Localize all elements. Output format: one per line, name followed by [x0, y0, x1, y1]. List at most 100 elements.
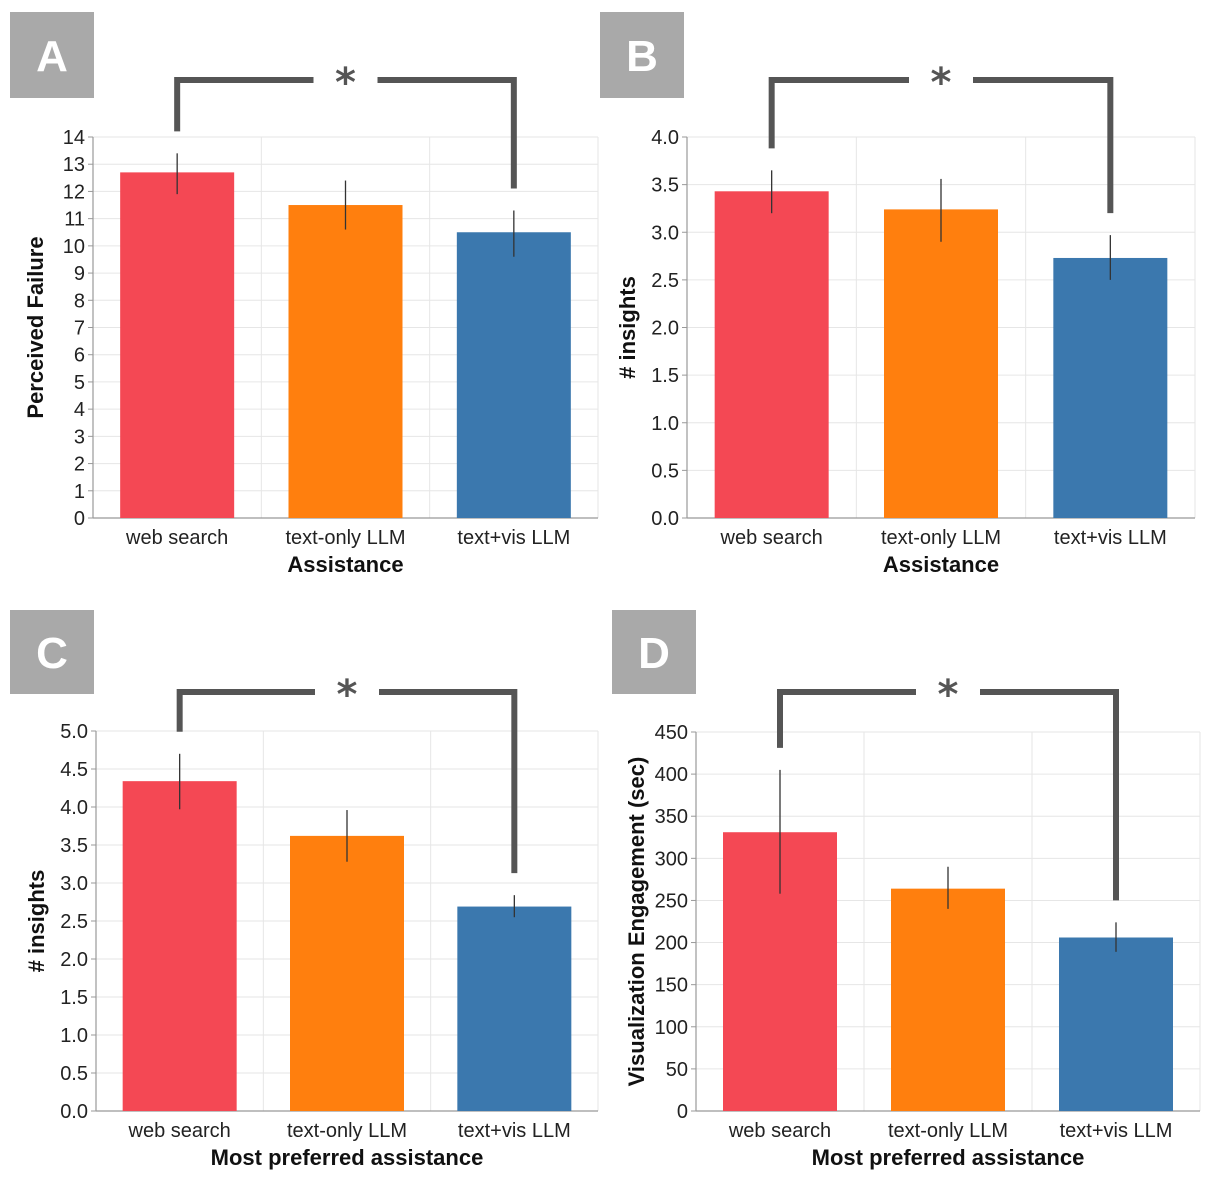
panel-badge: [612, 610, 696, 694]
chart-b: 0.0 0.5 1.0 1.5 2.0 2.5 3.0 3.5 4.0 web search tex…: [600, 12, 1196, 577]
significance-star: *: [938, 672, 959, 718]
y-tick-label: 6: [74, 345, 85, 367]
y-tick-label: 13: [63, 154, 85, 176]
x-axis-title: Assistance: [287, 552, 403, 577]
x-tick-label: text+vis LLM: [457, 527, 570, 549]
y-tick-label: 0.5: [651, 460, 679, 482]
chart-c: 0.0 0.5 1.0 1.5 2.0 2.5 3.0 3.5 4.0 4.5 5.0 web sea…: [10, 610, 599, 1170]
y-tick-label: 5.0: [60, 721, 88, 743]
significance-bracket-left: [768, 77, 909, 149]
panel-letter: B: [626, 32, 658, 81]
x-tick-label: web search: [128, 1120, 231, 1142]
panel-badge: [10, 610, 94, 694]
panel-letter: A: [36, 32, 68, 81]
y-tick-label: 4.0: [651, 127, 679, 149]
y-tick-label: 9: [74, 263, 85, 285]
y-tick-label: 0.0: [651, 508, 679, 530]
bar-text-vis-llm: [456, 232, 571, 518]
significance-bracket-right: [377, 77, 517, 189]
x-tick-label: web search: [720, 527, 823, 549]
bar-web-search: [714, 191, 829, 519]
x-axis-title: Most preferred assistance: [211, 1145, 484, 1170]
x-tick-label: text-only LLM: [285, 527, 405, 549]
y-tick-label: 3.5: [651, 175, 679, 197]
bar-text-vis-llm: [1053, 257, 1168, 518]
bar-text-only-llm: [288, 205, 403, 519]
y-axis-title: Perceived Failure: [23, 236, 48, 418]
y-tick-label: 1.5: [60, 987, 88, 1009]
y-axis-title: # insights: [615, 276, 640, 379]
significance-bracket-right: [379, 689, 518, 874]
chart-d: 0 50 100 150 200 250 300 350 400 450 web search tex…: [612, 610, 1201, 1170]
y-tick-label: 3.5: [60, 835, 88, 857]
y-tick-label: 0: [677, 1101, 688, 1123]
significance-bracket-left: [176, 689, 315, 732]
y-tick-label: 8: [74, 290, 85, 312]
significance-bracket-left: [777, 689, 916, 748]
y-tick-label: 350: [655, 806, 688, 828]
x-tick-label: text+vis LLM: [1054, 527, 1167, 549]
significance-bracket-right: [973, 77, 1114, 214]
significance-bracket-left: [174, 77, 314, 132]
y-tick-label: 0.5: [60, 1063, 88, 1085]
y-tick-label: 1.5: [651, 365, 679, 387]
y-tick-label: 3: [74, 426, 85, 448]
bar-text-only-llm: [290, 835, 404, 1111]
panel-c: 0.0 0.5 1.0 1.5 2.0 2.5 3.0 3.5 4.0 4.5 5.0 web sea…: [0, 595, 610, 1185]
bar-web-search: [122, 781, 237, 1111]
y-tick-label: 3.0: [651, 222, 679, 244]
y-tick-label: 11: [64, 209, 85, 231]
panel-d: 0 50 100 150 200 250 300 350 400 450 web search tex…: [610, 595, 1220, 1185]
bar-web-search: [120, 172, 235, 518]
x-tick-label: text+vis LLM: [458, 1120, 571, 1142]
y-tick-label: 2.5: [651, 270, 679, 292]
significance-bracket-right: [980, 689, 1119, 901]
y-tick-label: 5: [74, 372, 85, 394]
y-tick-label: 150: [655, 975, 688, 997]
x-axis-title: Assistance: [883, 552, 999, 577]
y-tick-label: 50: [666, 1059, 688, 1081]
significance-star: *: [335, 60, 356, 106]
x-axis-title: Most preferred assistance: [812, 1145, 1085, 1170]
x-tick-label: web search: [728, 1120, 831, 1142]
x-tick-label: web search: [125, 527, 228, 549]
y-tick-label: 0.0: [60, 1101, 88, 1123]
x-tick-label: text-only LLM: [287, 1120, 407, 1142]
bar-text-only-llm: [891, 888, 1005, 1111]
panel-badge: [10, 12, 94, 98]
y-tick-label: 400: [655, 764, 688, 786]
bar-text-vis-llm: [457, 906, 572, 1111]
y-tick-label: 3.0: [60, 873, 88, 895]
y-tick-label: 4: [74, 399, 85, 421]
y-tick-label: 7: [74, 318, 85, 340]
panel-b: 0.0 0.5 1.0 1.5 2.0 2.5 3.0 3.5 4.0 web search tex…: [600, 0, 1220, 590]
x-tick-label: text-only LLM: [881, 527, 1001, 549]
y-tick-label: 14: [63, 127, 85, 149]
significance-star: *: [931, 60, 952, 106]
bar-text-only-llm: [884, 209, 998, 518]
y-tick-label: 4.5: [60, 759, 88, 781]
y-tick-label: 12: [63, 181, 85, 203]
panel-badge: [600, 12, 684, 98]
y-tick-label: 450: [655, 722, 688, 744]
y-axis-title: Visualization Engagement (sec): [624, 757, 649, 1087]
y-tick-label: 2: [74, 454, 85, 476]
y-tick-label: 10: [63, 236, 85, 258]
y-tick-label: 300: [655, 848, 688, 870]
y-tick-label: 2.0: [651, 318, 679, 340]
panel-a: 0 1 2 3 4 5 6 7 8 9 10 11 12 13 14 web search text-only …: [0, 0, 610, 590]
y-tick-label: 1.0: [60, 1025, 88, 1047]
y-tick-label: 0: [74, 508, 85, 530]
y-tick-label: 100: [655, 1017, 688, 1039]
y-tick-label: 250: [655, 890, 688, 912]
panel-letter: C: [36, 629, 68, 678]
significance-star: *: [337, 672, 358, 718]
y-tick-label: 4.0: [60, 797, 88, 819]
y-tick-label: 1.0: [651, 413, 679, 435]
panel-letter: D: [638, 629, 670, 678]
y-axis-title: # insights: [24, 870, 49, 973]
y-tick-label: 2.5: [60, 911, 88, 933]
y-tick-label: 200: [655, 933, 688, 955]
bar-text-vis-llm: [1059, 937, 1173, 1111]
